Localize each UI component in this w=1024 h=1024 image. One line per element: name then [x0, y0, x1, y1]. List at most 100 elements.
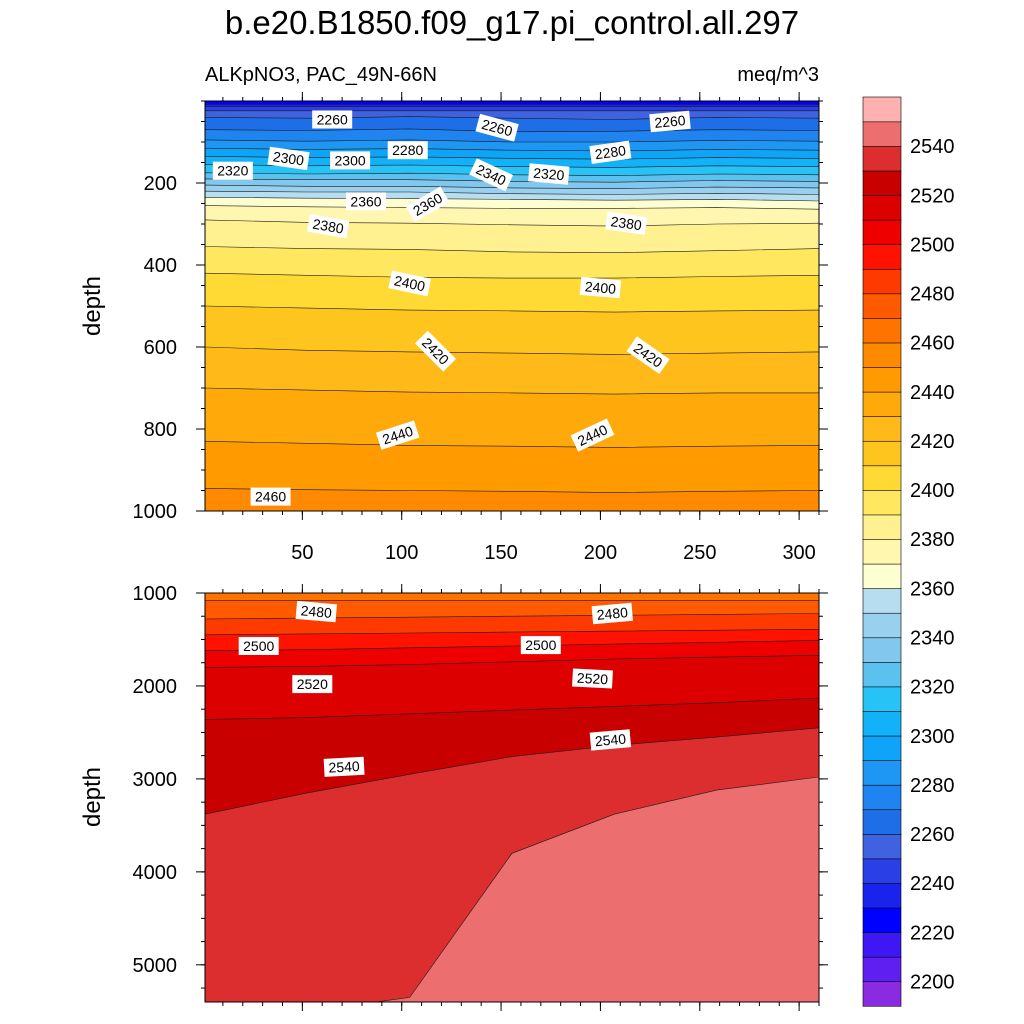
colorbar-swatch — [862, 514, 902, 540]
contour-label-text: 2320 — [217, 163, 248, 179]
colorbar-swatch — [862, 440, 902, 467]
lower-contour-label: 2480 — [295, 600, 338, 623]
colorbar-swatch — [862, 145, 902, 172]
colorbar-label: 2320 — [910, 677, 955, 699]
upper-contour-label: 2280 — [387, 141, 428, 160]
colorbar-swatch — [862, 735, 902, 761]
contour-label-text: 2400 — [393, 272, 427, 294]
colorbar: 2200 2220 2240 2260 2280 2300 2320 2340 2360 2380… — [862, 96, 955, 1007]
lower-contour-label: 2500 — [238, 637, 279, 655]
contour-label-box — [475, 113, 519, 142]
x-tick-label: 250 — [683, 542, 716, 564]
colorbar-swatch — [862, 465, 902, 491]
contour-label-text: 2500 — [525, 637, 556, 653]
lower-y-axis: 1000 2000 3000 4000 5000 — [133, 583, 828, 989]
upper-contour-label: 2460 — [250, 487, 291, 506]
y-tick-label: 4000 — [133, 862, 178, 884]
lower-fill-layers — [205, 593, 819, 1002]
contour-label-text: 2540 — [594, 731, 627, 750]
colorbar-swatch — [862, 931, 902, 958]
contour-label-text: 2500 — [243, 638, 274, 654]
contour-label-box — [323, 756, 365, 777]
contour-label-text: 2400 — [584, 278, 617, 297]
upper-contour-label: 2340 — [469, 158, 514, 192]
lower-contour-label: 2540 — [323, 756, 365, 777]
y-tick-label: 800 — [144, 419, 177, 441]
colorbar-label: 2520 — [910, 185, 955, 207]
colorbar-swatch — [862, 194, 902, 221]
colorbar-label: 2380 — [910, 529, 955, 551]
contour-label-text: 2480 — [300, 602, 333, 621]
contour-label-box — [579, 276, 622, 299]
upper-y-axis: 200 400 600 800 1000 — [133, 100, 828, 523]
upper-contour-label: 2260 — [312, 110, 353, 129]
upper-contour-label: 2260 — [475, 113, 519, 142]
upper-contour-label: 2300 — [267, 146, 310, 171]
colorbar-swatch — [862, 170, 902, 196]
contour-label-box — [405, 186, 450, 223]
colorbar-label: 2480 — [910, 284, 955, 306]
contour-label-box — [346, 192, 386, 211]
colorbar-swatch — [862, 809, 902, 835]
contour-label-box — [572, 668, 613, 689]
contour-label-box — [330, 151, 371, 170]
contour-label-text: 2320 — [533, 165, 566, 184]
colorbar-swatch — [862, 612, 902, 639]
x-tick-label: 150 — [484, 542, 517, 564]
colorbar-swatch — [862, 244, 902, 270]
upper-contour-label: 2360 — [346, 192, 386, 211]
y-tick-label: 1000 — [133, 501, 178, 523]
upper-x-axis: 50 100 150 200 250 300 — [222, 92, 820, 564]
colorbar-label: 2220 — [910, 922, 955, 944]
colorbar-label: 2240 — [910, 873, 955, 895]
contour-label-box — [306, 213, 350, 239]
upper-contour-band-2450 — [205, 488, 819, 511]
contour-label-box — [312, 110, 353, 129]
lower-x-axis — [222, 584, 820, 1011]
contour-label-text: 2540 — [328, 758, 360, 776]
y-tick-label: 400 — [144, 255, 177, 277]
lower-plot-frame — [204, 592, 820, 1003]
colorbar-swatch — [862, 489, 902, 516]
colorbar-label: 2540 — [910, 136, 955, 158]
colorbar-swatch — [862, 981, 902, 1007]
contour-label-box — [570, 418, 615, 452]
contour-label-text: 2380 — [311, 216, 345, 237]
lower-contour-panel: 2480 2480 2500 2500 2520 2520 2540 2540 1000 200… — [79, 583, 828, 1011]
colorbar-label: 2400 — [910, 480, 955, 502]
contour-label-box — [589, 729, 632, 751]
colorbar-swatch — [862, 342, 902, 368]
colorbar-label: 2500 — [910, 234, 955, 256]
contour-label-text: 2520 — [577, 670, 609, 688]
lower-ylabel: depth — [79, 767, 106, 827]
upper-contour-label: 2380 — [306, 213, 350, 239]
colorbar-swatch — [862, 366, 902, 393]
contour-label-box — [528, 163, 570, 185]
colorbar-swatch — [862, 710, 902, 737]
upper-contour-labels: 2260 2260 2260 2280 2280 2300 2300 2320 2320 2340… — [212, 110, 691, 506]
contour-label-text: 2300 — [272, 148, 305, 168]
contour-label-text: 2280 — [594, 142, 627, 162]
colorbar-swatch — [862, 637, 902, 663]
colorbar-swatch — [862, 686, 902, 712]
colorbar-swatch — [862, 760, 902, 786]
contour-label-text: 2360 — [350, 193, 381, 209]
y-tick-label: 600 — [144, 337, 177, 359]
colorbar-swatch — [862, 907, 902, 933]
colorbar-label: 2460 — [910, 333, 955, 355]
upper-contour-label: 2400 — [388, 270, 432, 297]
contour-label-text: 2460 — [255, 489, 286, 505]
contour-label-box — [469, 158, 514, 192]
lower-contour-label: 2520 — [292, 675, 333, 694]
colorbar-swatch — [862, 391, 902, 417]
y-tick-label: 5000 — [133, 955, 178, 977]
lower-contour-label: 2540 — [589, 729, 632, 751]
upper-contour-label: 2300 — [330, 151, 371, 170]
colorbar-swatch — [862, 538, 902, 565]
colorbar-label: 2260 — [910, 824, 955, 846]
lower-contour-labels: 2480 2480 2500 2500 2520 2520 2540 2540 — [238, 600, 634, 777]
colorbar-swatch — [862, 121, 902, 147]
contour-label-text: 2260 — [480, 116, 514, 140]
upper-fill-layers — [205, 101, 819, 511]
colorbar-label: 2200 — [910, 971, 955, 993]
